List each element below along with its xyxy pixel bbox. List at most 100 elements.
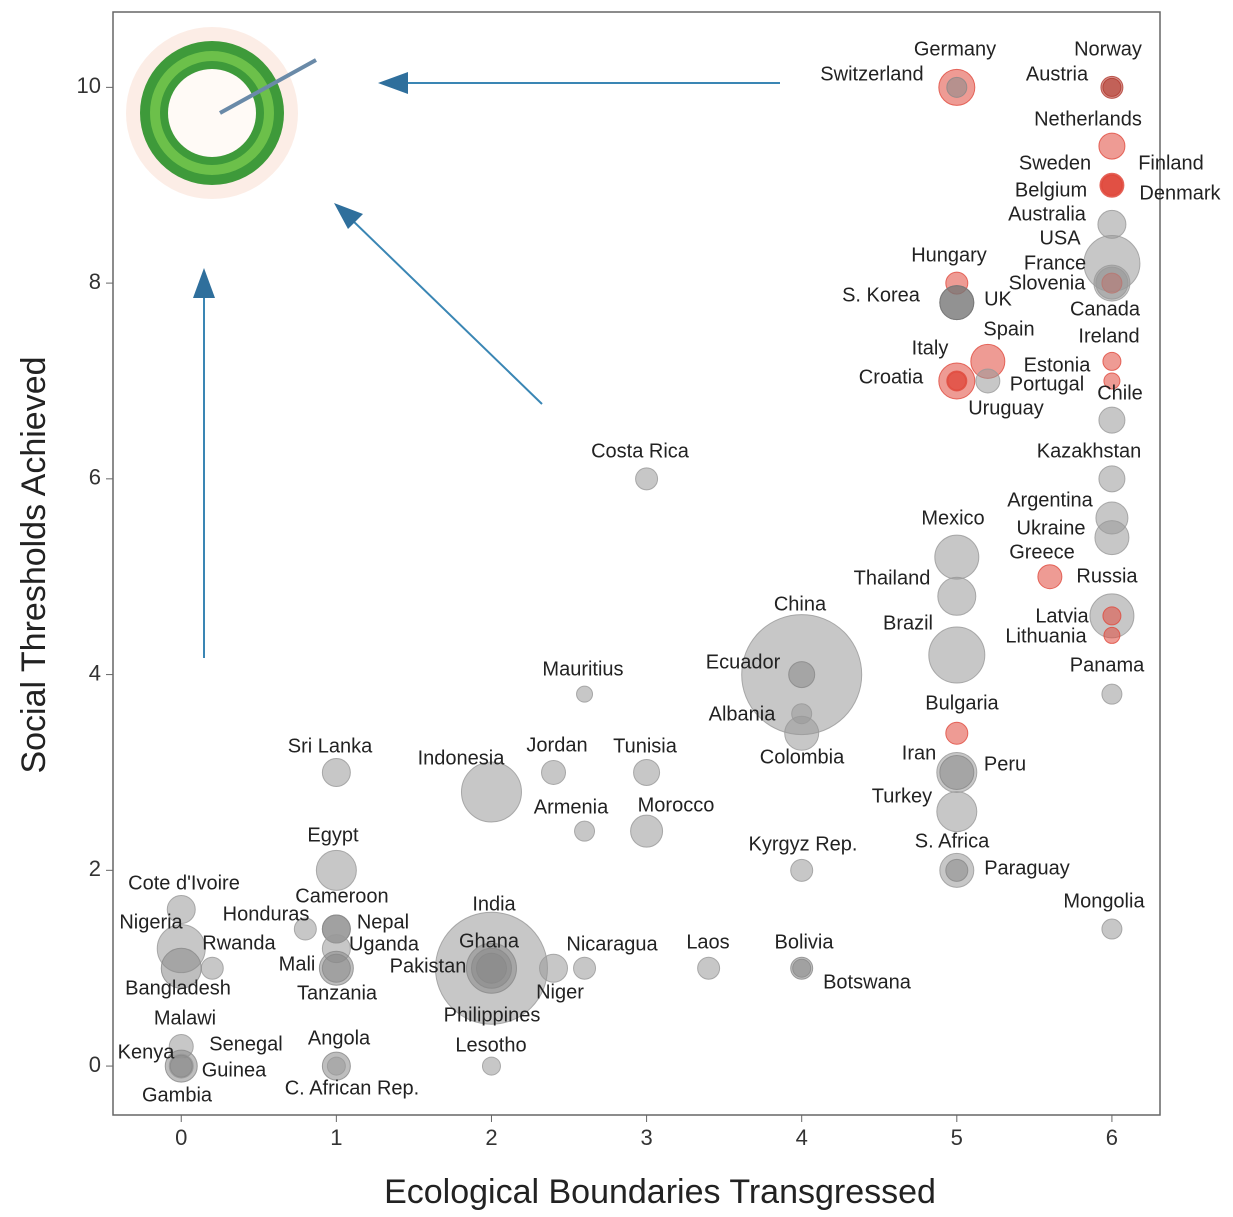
point-label: Austria [1026,63,1089,85]
bubble [315,849,357,891]
bubble [788,661,816,689]
bubble [318,950,354,986]
point-label: Honduras [223,903,310,925]
y-tick-label: 0 [89,1052,101,1077]
bubble [939,754,975,790]
point-label: Laos [686,931,729,953]
point-label: Nigeria [119,911,183,933]
point-label: Cote d'Ivoire [128,872,240,894]
point-label: UK [984,288,1012,310]
point-label: Thailand [854,567,931,589]
point-label: Rwanda [202,932,276,954]
bubble [1098,465,1126,493]
point-label: France [1024,252,1086,274]
bubble [293,917,317,941]
point-label: Bulgaria [925,692,999,714]
point-label: Portugal [1010,373,1085,395]
point-label: Guinea [202,1059,267,1081]
x-tick-label: 6 [1106,1125,1118,1150]
bubble [1101,174,1123,196]
point-label: Canada [1070,298,1141,320]
point-label: Spain [983,318,1034,340]
point-label: Indonesia [418,747,506,769]
point-label: Nepal [357,911,409,933]
point-label: Ecuador [706,651,781,673]
x-tick-label: 5 [951,1125,963,1150]
bubble [1094,520,1130,556]
bubble [939,285,975,321]
point-label: Sweden [1019,152,1091,174]
point-label: Armenia [534,796,609,818]
bubble [635,467,659,491]
point-label: Italy [912,337,949,359]
point-label: India [472,893,516,915]
bubble [541,759,567,785]
point-label: Germany [914,38,996,60]
point-label: Ghana [459,930,520,952]
point-label: Bolivia [775,931,835,953]
point-label: S. Africa [915,830,990,852]
point-label: Greece [1009,541,1075,563]
y-tick-label: 6 [89,465,101,490]
bubble [470,947,512,989]
point-label: Paraguay [984,857,1070,879]
point-label: Norway [1074,38,1142,60]
bubble [790,858,814,882]
marks [156,68,1141,1083]
y-tick-label: 4 [89,660,101,685]
point-label: Hungary [911,244,987,266]
point-label: Costa Rica [591,440,690,462]
bubble [1101,683,1123,705]
bubble [1102,351,1122,371]
point-label: Kyrgyz Rep. [749,833,858,855]
bubble [1102,606,1122,626]
point-label: S. Korea [842,284,921,306]
bubble [160,947,202,989]
bubble [928,626,986,684]
point-label: Australia [1008,203,1087,225]
point-label: Argentina [1007,489,1093,511]
bubble [1102,77,1122,97]
bubble [792,958,812,978]
point-label: Sri Lanka [288,735,373,757]
point-label: Jordan [526,734,587,756]
point-label: Malawi [154,1007,216,1029]
point-label: Albania [709,703,777,725]
x-tick-label: 1 [330,1125,342,1150]
point-label: Senegal [209,1033,282,1055]
point-label: Slovenia [1009,272,1087,294]
point-label: Kenya [118,1041,176,1063]
point-label: Lesotho [455,1034,526,1056]
point-label: Mongolia [1063,890,1145,912]
point-label: Morocco [638,794,715,816]
point-label: Russia [1076,565,1138,587]
bubble [1097,209,1127,239]
point-label: Uganda [349,933,420,955]
point-label: Niger [536,981,584,1003]
point-label: Botswana [823,971,912,993]
bubble [1103,626,1121,644]
y-tick-label: 2 [89,856,101,881]
x-tick-label: 3 [640,1125,652,1150]
point-label: Gambia [142,1084,213,1106]
bubble [937,576,977,616]
bubble [1037,564,1063,590]
bubble [1098,132,1126,160]
bubble [574,820,596,842]
bubble [481,1056,501,1076]
point-label: Ireland [1078,325,1139,347]
y-axis-title: Social Thresholds Achieved [15,356,53,773]
bubble [936,791,978,833]
bubble [630,814,664,848]
bubble [945,858,969,882]
bubble [1095,266,1129,300]
x-tick-label: 4 [796,1125,808,1150]
point-label: Colombia [760,746,845,768]
bubble [172,1057,190,1075]
point-label: Pakistan [390,955,467,977]
point-label: Ukraine [1017,517,1086,539]
point-label: USA [1039,227,1081,249]
bubble [576,685,594,703]
